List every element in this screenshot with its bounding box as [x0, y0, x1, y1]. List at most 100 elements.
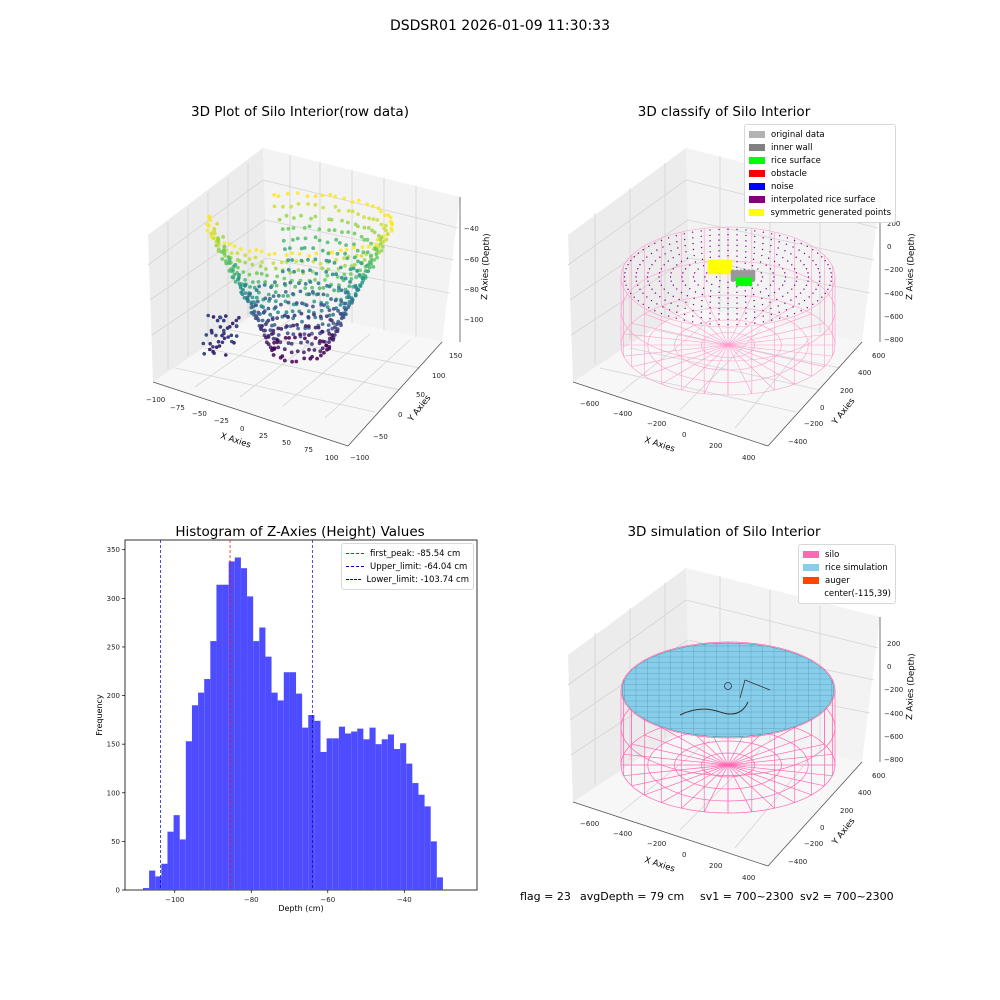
p4-ztick: −400	[884, 710, 903, 718]
scatter-point	[310, 285, 314, 290]
scatter-point	[256, 310, 261, 315]
scatter-point	[325, 240, 330, 245]
interpolated-point	[676, 311, 678, 313]
scatter-point	[217, 344, 222, 348]
scatter-point	[270, 317, 275, 322]
scatter-point	[207, 215, 212, 219]
interpolated-point	[684, 268, 687, 270]
interpolated-point	[694, 261, 697, 263]
scatter-point	[339, 265, 343, 270]
interpolated-point	[791, 264, 793, 266]
inner-wall-point	[730, 277, 736, 282]
plot2-zlabel: Z Axies (Depth)	[905, 233, 917, 300]
scatter-point	[222, 241, 227, 246]
interpolated-point	[676, 264, 678, 266]
scatter-point	[234, 324, 239, 329]
scatter-point	[285, 294, 290, 298]
symmetric-point	[711, 269, 717, 275]
plot1-ticks: −100 −75 −50 −25 0 25 50 75 100 −100 −50…	[146, 225, 483, 462]
interpolated-point	[670, 272, 672, 274]
interpolated-point	[702, 265, 705, 267]
scatter-point	[247, 249, 252, 254]
histogram-bar	[173, 815, 180, 890]
interpolated-point	[718, 286, 720, 288]
interpolated-point	[639, 288, 641, 291]
interpolated-point	[736, 297, 738, 299]
scatter-point	[362, 215, 366, 220]
scatter-point	[308, 280, 313, 284]
scatter-point	[356, 259, 360, 264]
histogram-bar	[418, 794, 425, 890]
histogram-bar	[253, 641, 260, 890]
interpolated-point	[709, 301, 711, 303]
scatter-point	[345, 256, 350, 261]
scatter-point	[362, 258, 367, 262]
interpolated-point	[812, 248, 814, 251]
interpolated-point	[771, 319, 773, 321]
interpolated-point	[793, 239, 796, 242]
scatter-point	[269, 285, 273, 290]
scatter-point	[247, 257, 252, 261]
interpolated-point	[635, 272, 638, 274]
scatter-point	[228, 242, 232, 247]
legend-label: interpolated rice surface	[771, 194, 876, 205]
scatter-point	[338, 248, 343, 253]
scatter-point	[331, 312, 335, 317]
scatter-point	[329, 318, 334, 323]
histogram-bar	[167, 831, 174, 890]
histogram-bar	[161, 863, 168, 890]
histogram-bar	[430, 841, 437, 890]
scatter-point	[223, 253, 228, 258]
interpolated-point	[778, 264, 780, 266]
scatter-point	[316, 325, 321, 330]
p4-ytick: 200	[840, 807, 853, 815]
scatter-point	[284, 213, 289, 218]
scatter-point	[351, 266, 356, 271]
scatter-point	[268, 312, 273, 317]
scatter-point	[348, 280, 352, 284]
interpolated-point	[799, 260, 802, 262]
scatter-point	[293, 335, 297, 340]
scatter-point	[308, 356, 313, 361]
legend-label: center(-115,39)	[824, 588, 891, 599]
interpolated-point	[736, 286, 738, 288]
interpolated-point	[751, 265, 754, 267]
y-tick-label: 0	[116, 887, 120, 895]
scatter-point	[322, 350, 326, 355]
interpolated-point	[648, 245, 650, 248]
interpolated-point	[752, 293, 755, 296]
interpolated-point	[675, 234, 677, 237]
x-tick-label: −80	[244, 896, 259, 904]
scatter-point	[329, 217, 334, 222]
scatter-point	[227, 261, 232, 265]
interpolated-point	[700, 322, 702, 324]
scatter-point	[357, 198, 361, 203]
interpolated-point	[753, 311, 756, 313]
x-tick-label: −60	[320, 896, 335, 904]
rice-surface-point	[735, 281, 741, 287]
interpolated-point	[736, 234, 738, 236]
interpolated-point	[808, 256, 810, 258]
interpolated-point	[824, 259, 826, 262]
interpolated-point	[676, 288, 678, 290]
scatter-point	[286, 341, 291, 345]
scatter-point	[314, 251, 319, 256]
scatter-point	[356, 212, 360, 217]
interpolated-point	[727, 239, 729, 241]
interpolated-point	[670, 250, 672, 252]
scatter-point	[248, 285, 252, 289]
interpolated-point	[727, 297, 729, 299]
scatter-point	[286, 226, 291, 231]
scatter-point	[274, 283, 279, 288]
p2-ytick: −200	[804, 420, 823, 428]
p2-xtick: 200	[709, 442, 722, 450]
interpolated-point	[667, 237, 670, 239]
plot4-zlabel: Z Axies (Depth)	[905, 653, 917, 720]
interpolated-point	[683, 238, 686, 241]
scatter-point	[236, 265, 240, 270]
scatter-point	[339, 299, 344, 304]
scatter-point	[281, 204, 285, 209]
interpolated-point	[647, 280, 649, 282]
